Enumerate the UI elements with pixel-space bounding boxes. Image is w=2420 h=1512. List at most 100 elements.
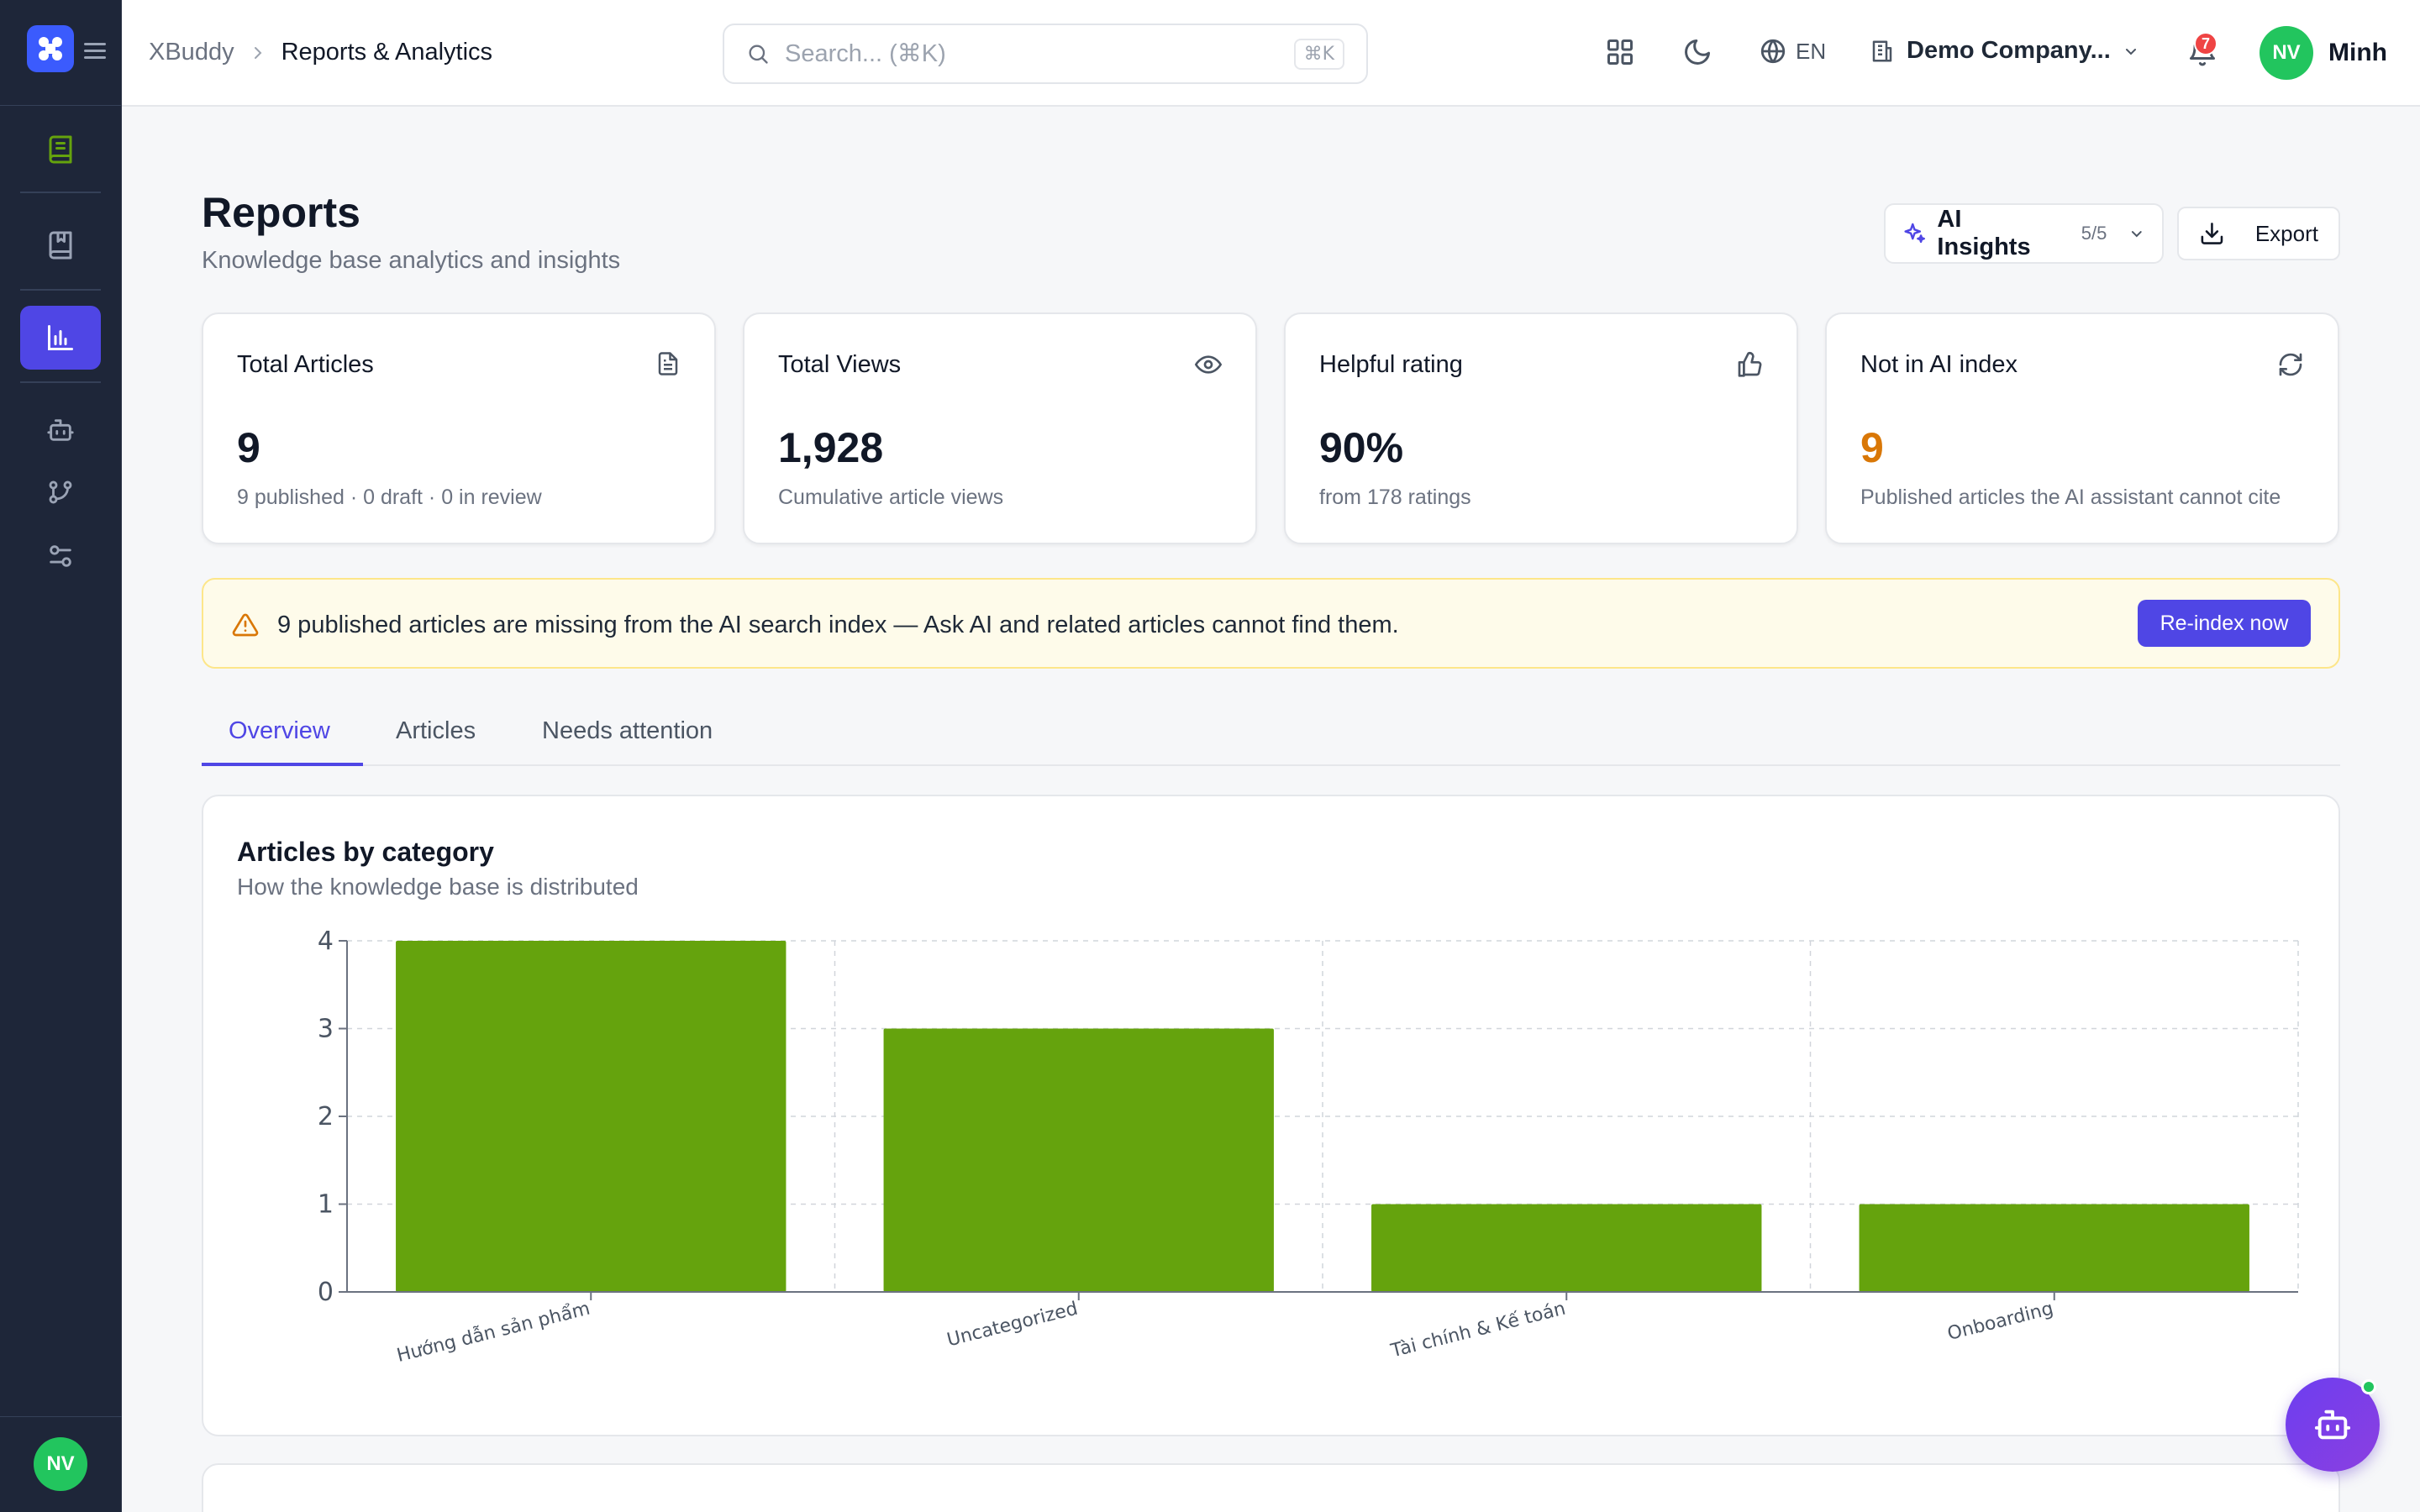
stat-title: Total Views: [778, 351, 902, 378]
sparkles-icon: [1904, 223, 1925, 244]
ai-insights-button[interactable]: AI Insights 5/5: [1884, 203, 2164, 264]
sidebar-item-assistant[interactable]: [20, 398, 101, 462]
stat-value: 1,928: [778, 424, 884, 471]
x-tick-label: Onboarding: [1945, 1299, 2055, 1345]
y-tick-label: 1: [318, 1190, 334, 1220]
chevron-right-icon: [254, 46, 261, 59]
online-status-dot: [2361, 1379, 2376, 1394]
y-tick-label: 3: [318, 1015, 334, 1044]
search-input[interactable]: [785, 39, 1294, 68]
x-tick-label: Tài chính & Kế toán: [1388, 1299, 1568, 1362]
menu-toggle-icon[interactable]: [82, 40, 108, 62]
chevron-down-icon: [2125, 48, 2136, 55]
search-shortcut: ⌘K: [1293, 38, 1344, 70]
chart-subtitle: How the knowledge base is distributed: [237, 874, 639, 900]
sliders-icon: [50, 545, 71, 567]
stat-card-not-in-ai-index: Not in AI index 9 Published articles the…: [1825, 312, 2339, 544]
stat-subtext: Published articles the AI assistant cann…: [1860, 486, 2281, 509]
sidebar: NV: [0, 0, 122, 1512]
reindex-button[interactable]: Re-index now: [2138, 600, 2311, 647]
breadcrumb-current: Reports & Analytics: [281, 39, 493, 66]
sidebar-item-knowledge-base[interactable]: [20, 118, 101, 181]
stat-title: Not in AI index: [1860, 351, 2018, 378]
git-branch-icon: [49, 480, 72, 504]
tab-overview[interactable]: Overview: [229, 717, 330, 744]
avatar: NV: [2260, 26, 2313, 80]
breadcrumb-root[interactable]: XBuddy: [149, 39, 234, 66]
chart-bar: [1371, 1204, 1762, 1292]
page-subtitle: Knowledge base analytics and insights: [202, 247, 621, 274]
chart-bar: [1859, 1204, 2249, 1292]
stat-title: Helpful rating: [1319, 351, 1463, 378]
stat-subtext: 9 published · 0 draft · 0 in review: [237, 486, 542, 509]
refresh-icon: [2277, 351, 2304, 378]
bot-icon: [47, 419, 74, 441]
theme-toggle-button[interactable]: [1682, 37, 1712, 67]
grid-icon: [1607, 39, 1633, 65]
bar-chart-icon: [48, 325, 73, 350]
sidebar-divider: [20, 192, 101, 193]
stat-card-total-articles: Total Articles 9 9 published · 0 draft ·…: [202, 312, 716, 544]
stat-card-helpful-rating: Helpful rating 90% from 178 ratings: [1284, 312, 1798, 544]
sidebar-item-reports[interactable]: [20, 306, 101, 370]
active-tab-indicator: [202, 763, 363, 766]
bot-icon: [2314, 1410, 2351, 1440]
alert-message: 9 published articles are missing from th…: [277, 612, 1399, 638]
chevron-down-icon: [2132, 231, 2143, 238]
user-name: Minh: [2328, 39, 2387, 66]
export-label: Export: [2254, 220, 2318, 246]
x-tick-label: Hướng dẫn sản phẩm: [394, 1298, 592, 1367]
page-title: Reports: [202, 189, 360, 236]
y-tick-label: 2: [318, 1102, 334, 1131]
user-menu[interactable]: NV Minh: [2260, 26, 2387, 80]
stat-card-total-views: Total Views 1,928 Cumulative article vie…: [743, 312, 1257, 544]
eye-icon: [1195, 351, 1222, 378]
chart-title: Articles by category: [237, 837, 494, 867]
tab-articles[interactable]: Articles: [396, 717, 476, 744]
language-selector[interactable]: EN: [1759, 37, 1826, 66]
book-icon: [49, 135, 72, 164]
apps-grid-button[interactable]: [1605, 37, 1635, 67]
company-selector[interactable]: Demo Company...: [1870, 37, 2139, 65]
bar-chart: 0 1 2 3 4 Hướng dẫn sản phẩm Uncategorized Tài …: [318, 927, 2299, 1367]
sidebar-divider: [20, 289, 101, 291]
sidebar-footer: NV: [0, 1416, 122, 1512]
building-icon: [1872, 40, 1892, 61]
bookmark-book-icon: [49, 231, 72, 260]
stat-value: 9: [237, 424, 260, 471]
search-icon: [749, 45, 768, 64]
sidebar-divider: [20, 381, 101, 383]
document-icon: [655, 351, 681, 376]
notifications-badge: 7: [2194, 32, 2217, 55]
y-tick-label: 0: [318, 1278, 334, 1307]
warning-icon: [232, 612, 259, 638]
moon-icon: [1685, 39, 1710, 65]
language-label: EN: [1796, 38, 1827, 64]
y-tick-label: 4: [318, 927, 334, 956]
search-box[interactable]: ⌘K: [723, 24, 1368, 84]
sidebar-item-settings[interactable]: [20, 524, 101, 588]
app-logo-icon: [36, 34, 65, 63]
topbar: XBuddy Reports & Analytics ⌘K EN: [122, 0, 2420, 107]
chart-bar: [883, 1028, 1274, 1292]
chart-bar: [396, 941, 786, 1292]
publishing-activity-card: [202, 1463, 2340, 1512]
app-logo[interactable]: [27, 25, 74, 72]
stat-subtext: from 178 ratings: [1319, 486, 1471, 509]
breadcrumb: XBuddy Reports & Analytics: [149, 39, 492, 66]
thumbs-up-icon: [1736, 351, 1763, 378]
stat-subtext: Cumulative article views: [778, 486, 1004, 509]
download-icon: [2201, 223, 2223, 244]
sidebar-avatar[interactable]: NV: [34, 1437, 87, 1491]
stat-value: 90%: [1319, 424, 1404, 471]
stat-title: Total Articles: [237, 351, 374, 378]
sidebar-item-workflows[interactable]: [20, 460, 101, 524]
stat-value: 9: [1860, 424, 1884, 471]
ai-insights-label: AI Insights: [1937, 206, 2031, 260]
sidebar-item-articles[interactable]: [20, 213, 101, 277]
sidebar-header: [0, 0, 121, 106]
x-tick-label: Uncategorized: [944, 1299, 1080, 1352]
report-tabs: Overview Articles Needs attention: [202, 702, 2340, 766]
export-button[interactable]: Export: [2177, 207, 2340, 260]
tab-needs-attention[interactable]: Needs attention: [542, 717, 713, 744]
